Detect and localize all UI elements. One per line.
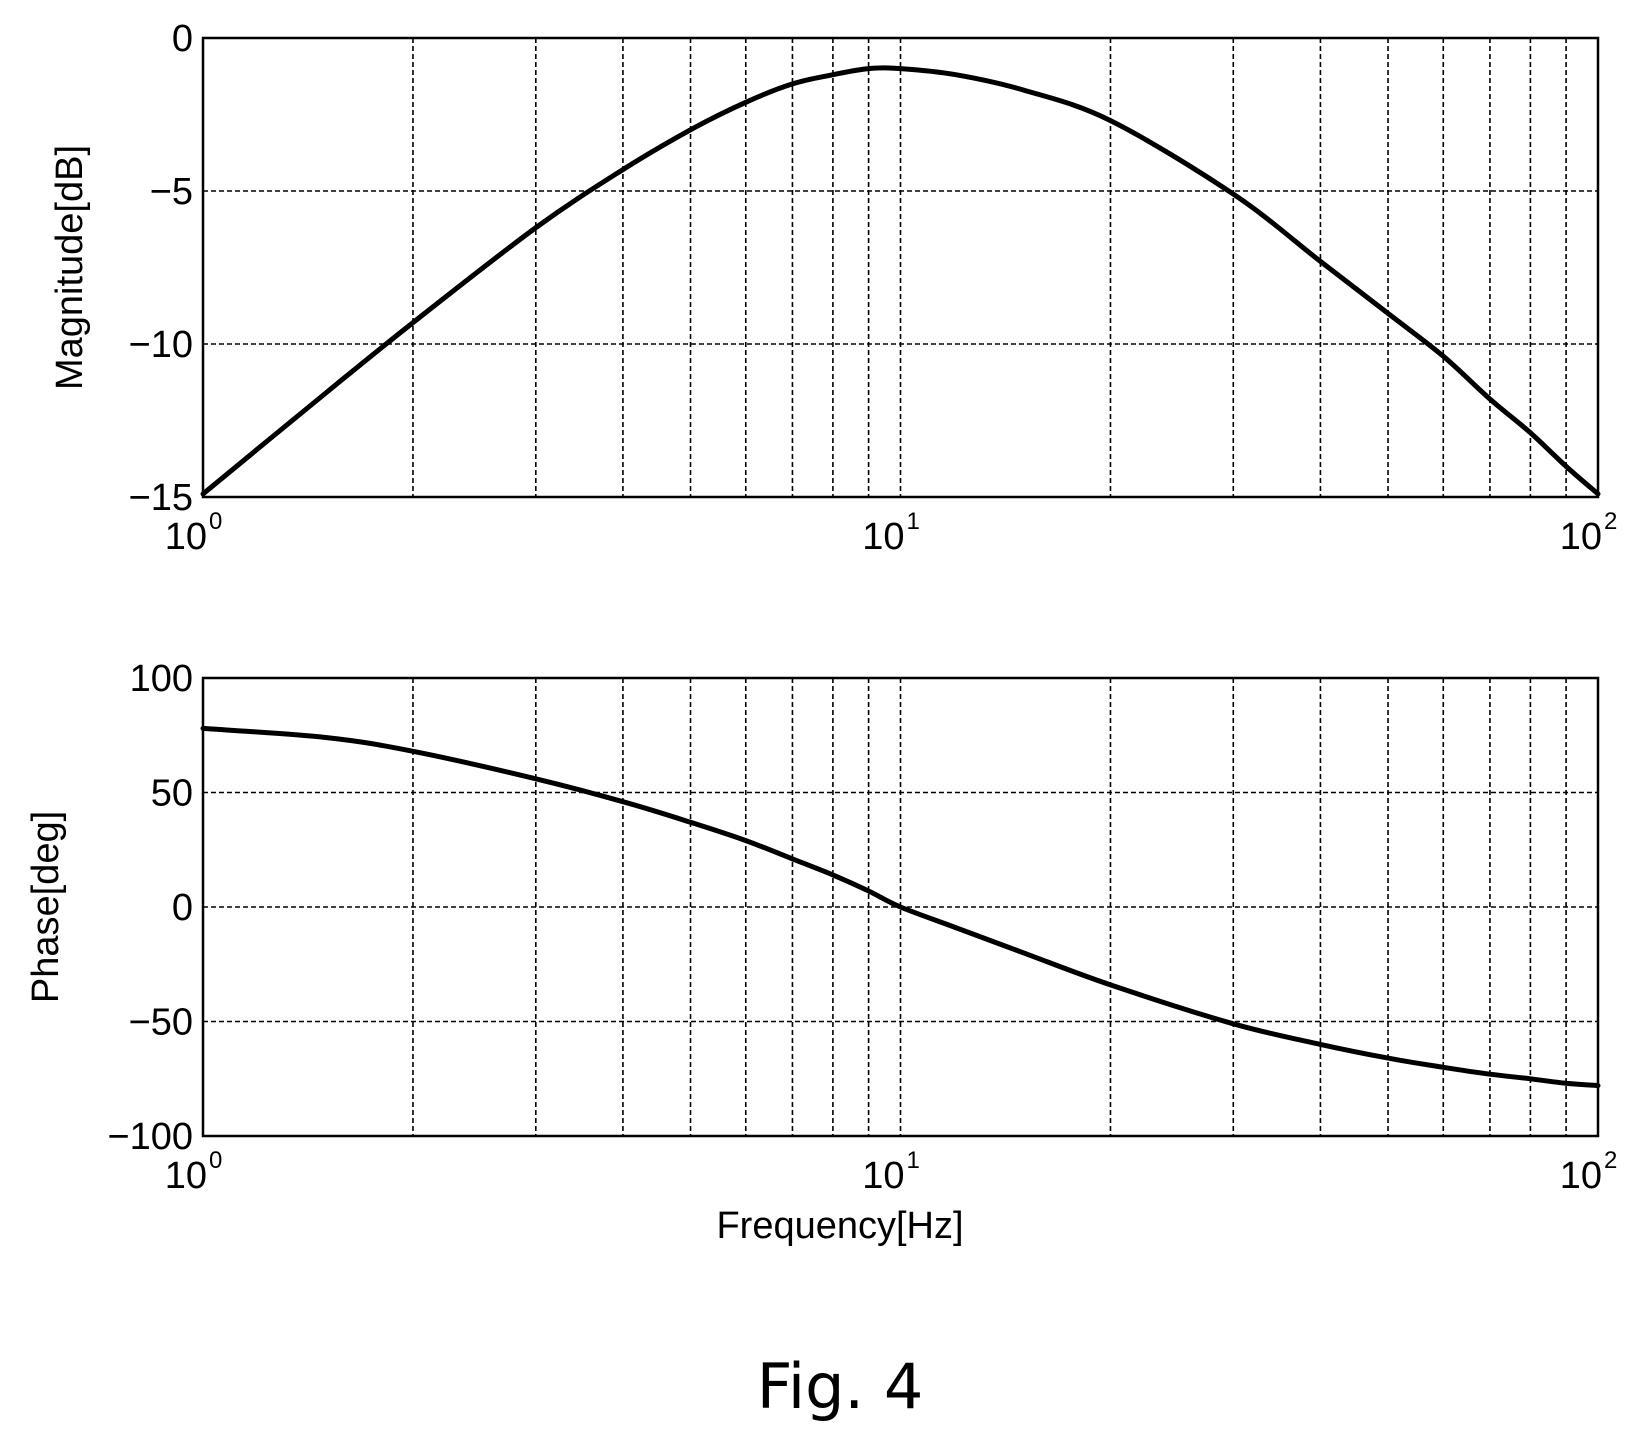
y-tick-label: 100 <box>130 658 193 700</box>
magnitude-y-ticks: 0 −5 −10 −15 <box>129 18 193 519</box>
x-tick-exponent: 2 <box>1604 1147 1617 1174</box>
x-tick-label: 10 <box>1560 1155 1602 1197</box>
y-tick-label: −100 <box>107 1116 193 1158</box>
x-tick-exponent: 1 <box>907 508 920 535</box>
magnitude-x-ticks: 10 0 10 1 10 2 <box>165 508 1618 558</box>
x-tick-exponent: 2 <box>1604 508 1617 535</box>
phase-y-axis-label: Phase[deg] <box>25 811 67 1003</box>
y-tick-label: −15 <box>129 477 193 519</box>
y-tick-label: 0 <box>172 18 193 60</box>
magnitude-plot: 0−5−10−15 10 0 10 1 10 2 Magnitude[dB] <box>49 18 1617 558</box>
phase-curve <box>200 725 1601 1089</box>
x-tick-exponent: 0 <box>209 1147 222 1174</box>
phase-frame <box>201 676 1600 1138</box>
magnitude-curve <box>200 65 1601 497</box>
x-tick-label: 10 <box>1560 516 1602 558</box>
x-tick-label: 10 <box>165 516 207 558</box>
y-tick-label: 50 <box>151 773 193 815</box>
x-tick-label: 10 <box>862 1155 904 1197</box>
x-tick-exponent: 0 <box>209 508 222 535</box>
y-tick-label: −50 <box>129 1002 193 1044</box>
magnitude-grid <box>203 38 1598 497</box>
x-tick-label: 10 <box>165 1155 207 1197</box>
figure-caption: Fig. 4 <box>757 1350 924 1423</box>
y-tick-label: 0 <box>172 887 193 929</box>
y-tick-label: −5 <box>150 171 193 213</box>
phase-y-ticks: 100 50 0 −50 −100 <box>107 658 193 1158</box>
phase-x-axis-label: Frequency[Hz] <box>716 1205 963 1247</box>
x-tick-label: 10 <box>862 516 904 558</box>
phase-x-ticks: 10 0 10 1 10 2 <box>165 1147 1618 1197</box>
x-tick-exponent: 1 <box>907 1147 920 1174</box>
magnitude-y-axis-label: Magnitude[dB] <box>49 145 91 390</box>
y-tick-label: −10 <box>129 324 193 366</box>
magnitude-frame <box>201 36 1600 499</box>
